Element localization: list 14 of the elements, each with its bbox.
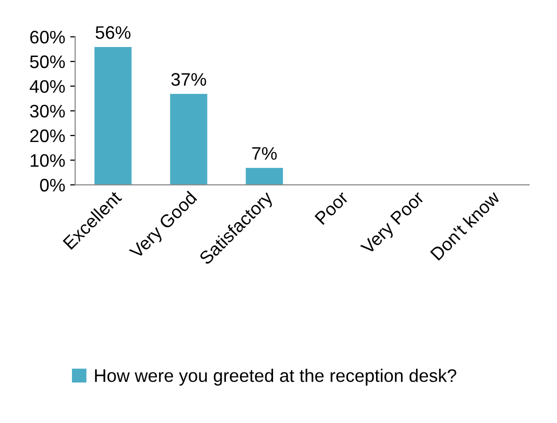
data-label: 56% — [96, 26, 130, 39]
y-tick-label: 10% — [30, 154, 65, 167]
bar — [245, 167, 284, 185]
bar — [94, 46, 132, 185]
y-tick-label: 50% — [30, 55, 65, 68]
bar — [169, 93, 208, 185]
data-label: 37% — [171, 73, 206, 86]
data-label: 7% — [252, 147, 277, 160]
y-tick-label: 40% — [30, 80, 65, 93]
y-tick-label: 20% — [30, 129, 65, 142]
legend-label: How were you greeted at the reception desk? — [95, 368, 456, 386]
y-tick-label: 0% — [40, 178, 65, 192]
y-tick-label: 60% — [30, 30, 65, 44]
y-tick-label: 30% — [30, 104, 65, 118]
